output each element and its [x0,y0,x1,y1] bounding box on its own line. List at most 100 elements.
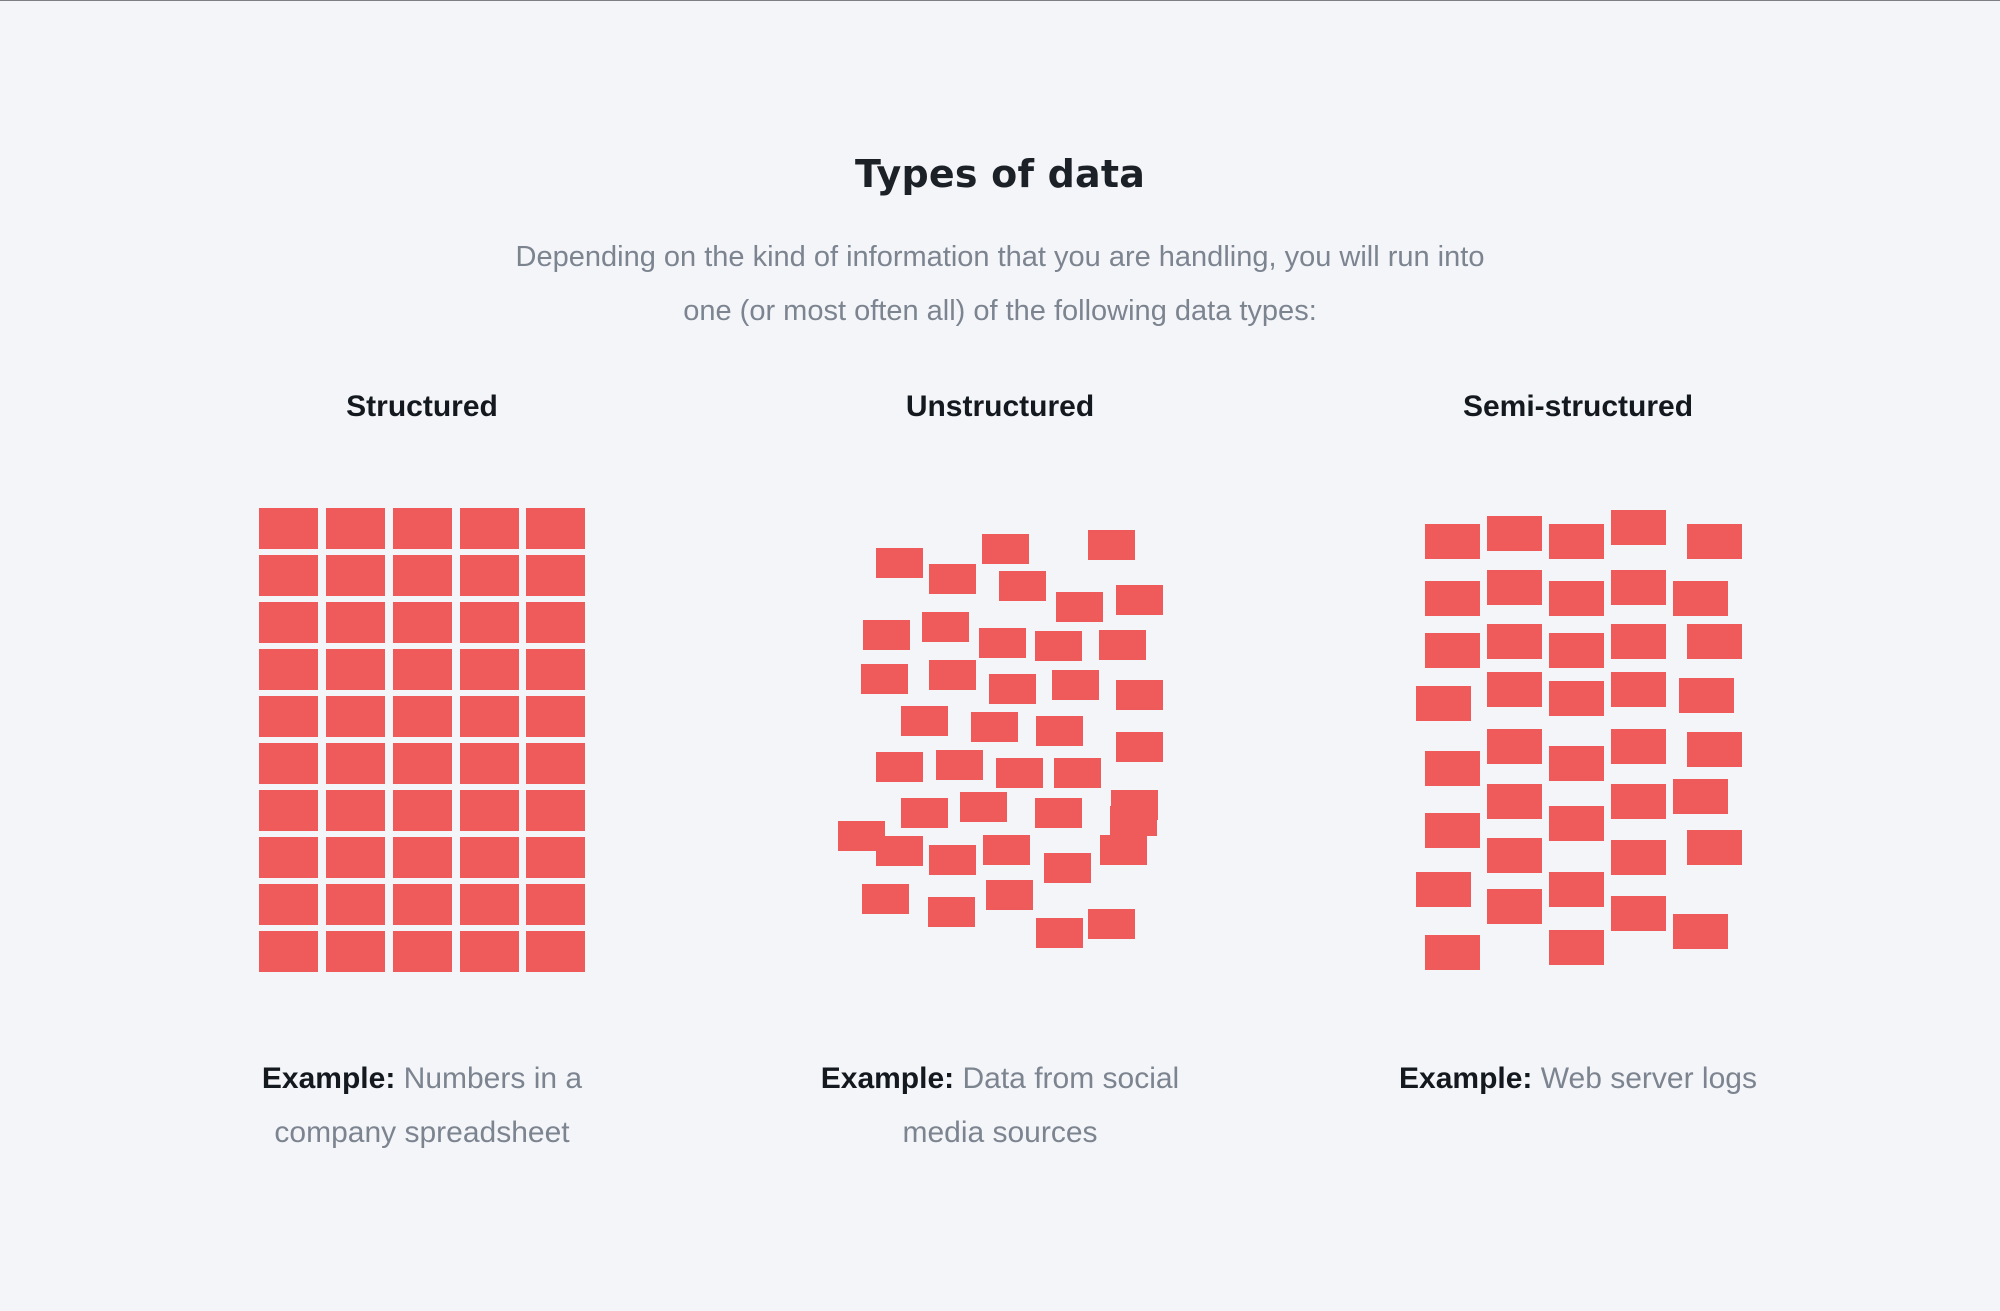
example-text: Data from social media sources [902,1062,1180,1149]
semi-structured-block [1549,524,1604,559]
structured-block [259,649,318,690]
semi-structured-block [1487,729,1542,764]
unstructured-block [1044,853,1091,883]
structured-block [393,649,452,690]
semi-structured-block [1673,581,1728,616]
semi-structured-block [1425,751,1480,786]
unstructured-block [861,664,908,694]
semi-structured-block [1687,624,1742,659]
unstructured-block [1056,592,1103,622]
semi-structured-column: Semi-structured Example: Web server logs [1268,0,1888,1311]
structured-block [526,931,585,972]
unstructured-block [929,564,976,594]
page-title: Types of data [854,152,1146,196]
structured-block [326,884,385,925]
semi-structured-block [1487,672,1542,707]
semi-structured-block [1416,686,1471,721]
semi-structured-block [1487,624,1542,659]
structured-block [526,508,585,549]
semi-structured-block [1549,806,1604,841]
structured-block [526,743,585,784]
structured-block [326,555,385,596]
semi-structured-block [1487,570,1542,605]
unstructured-block [922,612,969,642]
structured-block [393,837,452,878]
structured-block [393,696,452,737]
structured-block [326,649,385,690]
structured-block [526,884,585,925]
unstructured-block [929,660,976,690]
structured-block [526,790,585,831]
unstructured-block [1116,585,1163,615]
structured-heading: Structured [346,390,498,423]
structured-block [326,790,385,831]
structured-block [259,931,318,972]
semi-structured-block [1549,681,1604,716]
structured-block [259,790,318,831]
unstructured-block [1088,530,1135,560]
unstructured-block [862,884,909,914]
top-divider [0,0,2000,1]
unstructured-block [1036,918,1083,948]
example-label: Example: [261,1062,396,1095]
structured-block [326,931,385,972]
unstructured-block [1099,630,1146,660]
semi-structured-block [1425,813,1480,848]
unstructured-block [901,798,948,828]
semi-structured-block [1687,830,1742,865]
unstructured-block [983,835,1030,865]
semi-structured-block [1611,510,1666,545]
example-label: Example: [1399,1062,1533,1095]
semi-structured-block [1673,779,1728,814]
semi-structured-block [1611,896,1666,931]
structured-block [460,602,519,643]
unstructured-block [960,792,1007,822]
unstructured-block [863,620,910,650]
semi-structured-block [1487,889,1542,924]
unstructured-block [999,571,1046,601]
structured-block [460,884,519,925]
structured-block [526,602,585,643]
structured-block [393,790,452,831]
unstructured-heading: Unstructured [905,390,1095,423]
structured-block [526,696,585,737]
structured-block [393,602,452,643]
unstructured-block [901,706,948,736]
structured-block [460,508,519,549]
semi-structured-block [1611,784,1666,819]
semi-structured-block [1549,633,1604,668]
structured-block [460,743,519,784]
structured-block [259,508,318,549]
semi-structured-block [1487,838,1542,873]
unstructured-block [996,758,1043,788]
structured-block [259,602,318,643]
structured-block [526,555,585,596]
structured-block [326,696,385,737]
structured-block [393,508,452,549]
unstructured-block [971,712,1018,742]
semi-structured-block [1416,872,1471,907]
semi-structured-block [1549,930,1604,965]
structured-block [326,602,385,643]
unstructured-block [1110,806,1157,836]
example-text: Web server logs [1540,1062,1757,1095]
semi-structured-block [1487,784,1542,819]
semi-structured-block [1425,524,1480,559]
structured-block [259,884,318,925]
unstructured-block [876,836,923,866]
structured-block [326,743,385,784]
semi-structured-heading: Semi-structured [1462,390,1694,423]
unstructured-column: Unstructured Example: Data from social m… [690,0,1310,1311]
structured-block [526,837,585,878]
semi-structured-block [1549,746,1604,781]
unstructured-block [876,752,923,782]
unstructured-block [876,548,923,578]
semi-structured-block [1611,840,1666,875]
semi-structured-block [1549,581,1604,616]
structured-block [460,649,519,690]
unstructured-example: Example: Data from social media sources [800,1052,1200,1160]
structured-block [326,837,385,878]
page-subtitle: Depending on the kind of information tha… [515,241,1485,327]
unstructured-block [1035,798,1082,828]
unstructured-block [1100,835,1147,865]
